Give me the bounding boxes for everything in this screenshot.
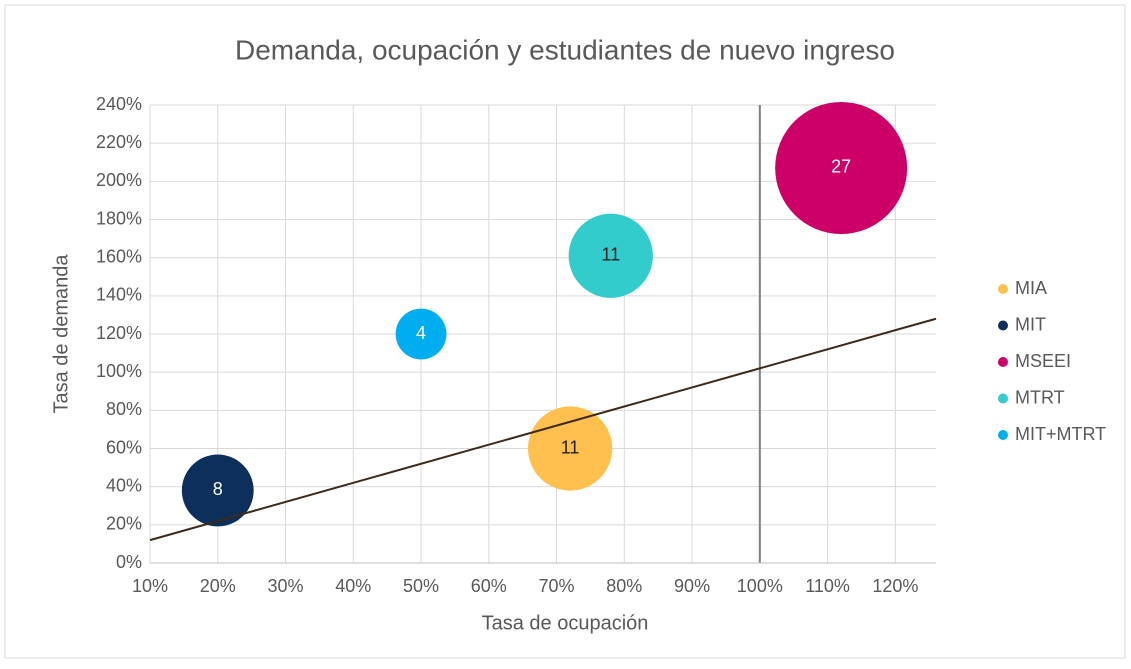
legend-label: MIT	[1015, 314, 1046, 334]
x-tick-label: 10%	[132, 576, 168, 596]
data-label: 11	[601, 245, 620, 265]
y-tick-label: 180%	[96, 208, 142, 228]
legend-marker	[998, 284, 1008, 294]
legend-label: MTRT	[1015, 387, 1065, 407]
y-tick-label: 200%	[96, 170, 142, 190]
x-tick-label: 80%	[606, 576, 642, 596]
y-tick-label: 240%	[96, 94, 142, 114]
y-tick-label: 160%	[96, 246, 142, 266]
y-axis-label: Tasa de demanda	[50, 254, 72, 414]
x-tick-label: 120%	[872, 576, 918, 596]
y-tick-label: 40%	[106, 475, 142, 495]
bubble	[568, 213, 653, 298]
bubble	[395, 308, 447, 360]
x-tick-label: 50%	[403, 576, 439, 596]
y-tick-label: 60%	[106, 437, 142, 457]
legend-marker	[998, 320, 1008, 331]
chart-title: Demanda, ocupación y estudiantes de nuev…	[235, 34, 895, 65]
legend-label: MIA	[1015, 278, 1047, 298]
x-tick-label: 90%	[674, 576, 710, 596]
data-label: 11	[561, 437, 580, 457]
bubble	[775, 101, 908, 234]
legend-marker	[998, 357, 1008, 367]
y-tick-label: 0%	[116, 552, 142, 572]
x-tick-label: 20%	[200, 576, 236, 596]
legend-marker	[998, 393, 1008, 404]
y-tick-label: 120%	[96, 323, 142, 343]
x-tick-label: 110%	[805, 576, 850, 596]
data-label: 8	[213, 479, 223, 499]
data-label: 27	[831, 157, 851, 177]
x-tick-label: 100%	[737, 576, 783, 596]
x-tick-label: 60%	[471, 576, 507, 596]
legend-label: MIT+MTRT	[1015, 424, 1106, 444]
x-tick-label: 30%	[268, 576, 304, 596]
chart-frame	[4, 4, 1126, 659]
x-axis-label: Tasa de ocupación	[482, 612, 649, 634]
x-tick-label: 40%	[335, 576, 371, 596]
y-tick-label: 80%	[106, 399, 142, 419]
data-label: 4	[416, 323, 426, 343]
y-tick-label: 100%	[96, 361, 142, 381]
x-tick-label: 70%	[539, 576, 575, 596]
legend-label: MSEEI	[1015, 351, 1071, 371]
y-tick-label: 20%	[106, 514, 142, 534]
trendline	[149, 317, 937, 542]
y-tick-label: 140%	[96, 285, 142, 305]
bubble	[181, 454, 254, 527]
legend-marker	[998, 430, 1008, 440]
y-tick-label: 220%	[96, 132, 142, 152]
